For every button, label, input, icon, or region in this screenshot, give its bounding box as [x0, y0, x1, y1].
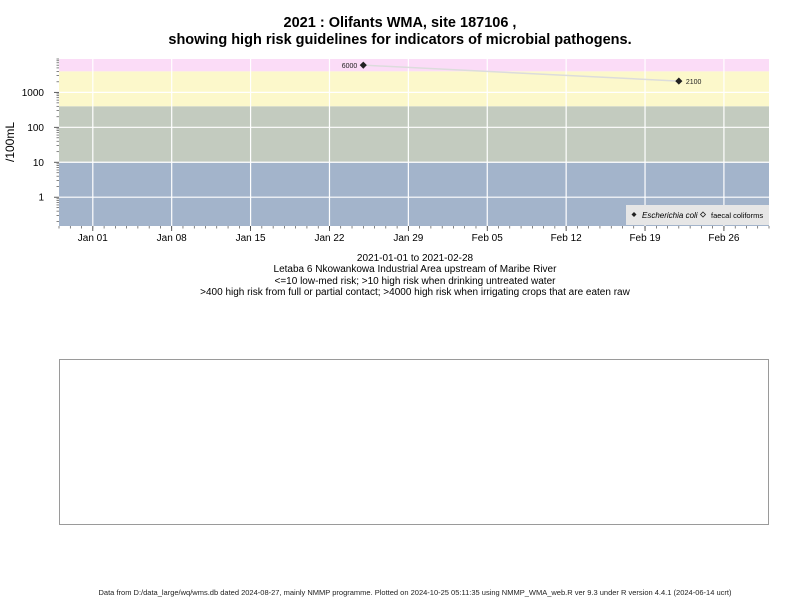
data-label: 2100	[686, 79, 702, 86]
data-point	[675, 77, 683, 85]
y-tick-label: 100	[27, 123, 44, 134]
y-tick-label: 1000	[22, 88, 45, 99]
chart-title-line-2: showing high risk guidelines for indicat…	[168, 32, 632, 48]
chart-area: Jan 01 Jan 08 Jan 15 Jan 22 Jan 29 Feb 05 Feb …	[3, 58, 770, 244]
data-label: 6000	[342, 63, 358, 70]
caption-guideline-contact: >400 high risk from full or partial cont…	[200, 287, 630, 298]
chart-title-line-1: 2021 : Olifants WMA, site 187106 ,	[283, 15, 517, 31]
x-tick-label: Jan 22	[314, 233, 344, 244]
legend: Escherichia coli faecal coliforms	[626, 205, 769, 225]
y-tick-label: 10	[33, 158, 45, 169]
risk-band-2	[59, 71, 769, 107]
y-axis: 1 10 100 1000	[22, 58, 59, 222]
caption-site: Letaba 6 Nkowankowa Industrial Area upst…	[273, 264, 557, 275]
series-connector-line	[363, 64, 679, 82]
x-tick-label: Jan 15	[236, 233, 266, 244]
data-point	[359, 61, 367, 69]
data-series: 6000 2100	[342, 61, 702, 86]
legend-marker-faecal-coliforms	[699, 211, 707, 218]
y-axis-label: /100mL	[3, 122, 17, 162]
x-tick-label: Jan 29	[393, 233, 423, 244]
x-tick-label: Feb 12	[551, 233, 583, 244]
y-tick-label: 1	[38, 193, 44, 204]
legend-label-faecal-coliforms: faecal coliforms	[711, 211, 763, 220]
footer-note: Data from D:/data_large/wq/wms.db dated …	[98, 588, 732, 597]
x-tick-label: Jan 08	[157, 233, 187, 244]
x-tick-label: Feb 19	[629, 233, 661, 244]
caption-date-range: 2021-01-01 to 2021-02-28	[356, 253, 474, 264]
x-tick-label: Jan 01	[78, 233, 108, 244]
x-tick-label: Feb 26	[708, 233, 740, 244]
legend-label-escherichia-coli: Escherichia coli	[642, 211, 698, 220]
legend-box	[626, 205, 769, 225]
risk-bands	[59, 59, 769, 226]
risk-band-1	[59, 106, 769, 163]
grid-lines	[59, 59, 769, 226]
risk-band-3	[59, 59, 769, 72]
x-tick-label: Feb 05	[472, 233, 504, 244]
caption-guideline-drinking: <=10 low-med risk; >10 high risk when dr…	[274, 276, 556, 287]
legend-marker-escherichia-coli	[631, 212, 637, 217]
empty-plot-panel	[59, 359, 769, 525]
x-axis: Jan 01 Jan 08 Jan 15 Jan 22 Jan 29 Feb 05 Feb …	[58, 226, 770, 244]
